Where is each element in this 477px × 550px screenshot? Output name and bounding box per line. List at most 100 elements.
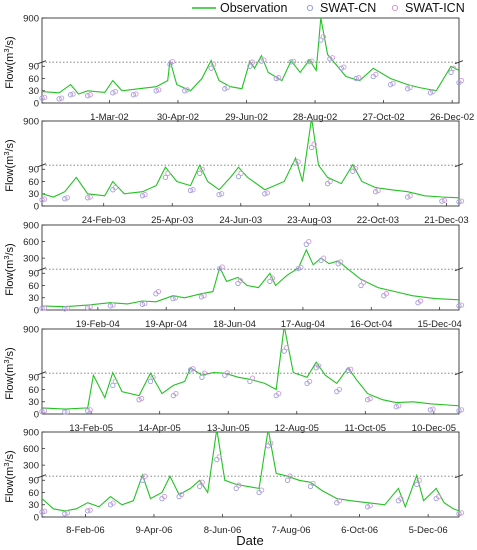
y-tick-label: 60 [28, 281, 39, 292]
y-tick-label: 600 [23, 444, 39, 455]
series-swat-cn-marker [197, 170, 203, 177]
series-swat-icn-marker [64, 510, 70, 516]
series-swat-icn-marker [41, 408, 48, 414]
series-swat-cn-marker [216, 191, 222, 198]
series-swat-cn-marker [187, 367, 194, 373]
series-swat-cn-marker [439, 198, 445, 204]
series-swat-icn-marker [64, 408, 70, 415]
series-swat-icn-marker [287, 473, 293, 479]
series-swat-cn-marker [306, 58, 312, 65]
x-tick-label: 10-Dec-05 [412, 423, 456, 434]
series-swat-cn-marker [39, 197, 45, 203]
series-swat-cn-marker [222, 86, 228, 92]
series-swat-icn-marker [320, 34, 326, 40]
series-swat-cn-marker [136, 397, 142, 403]
y-tick-label: 900 [23, 116, 39, 127]
axis-break-mark [454, 163, 464, 168]
series-swat-icn-marker [110, 302, 116, 308]
x-tick-label: 29-Jun-02 [225, 112, 268, 123]
x-axis-title: Date [236, 533, 263, 548]
axis-break-mark [454, 474, 464, 479]
series-swat-cn-marker [267, 278, 273, 285]
series-swat-icn-marker [237, 277, 244, 284]
series-swat-icn-marker [367, 502, 373, 509]
y-axis-label: Flow(m3/s) [2, 450, 16, 502]
x-tick-label: 28-Aug-02 [293, 112, 337, 123]
series-swat-icn-marker [269, 275, 276, 281]
y-tick-label: 30 [28, 86, 39, 97]
panel-frame [41, 224, 460, 311]
y-tick-label: 60 [28, 177, 39, 188]
series-swat-icn-marker [264, 190, 270, 196]
series-swat-icn-marker [261, 57, 267, 63]
series-swat-icn-marker [70, 91, 76, 97]
series-swat-icn-marker [441, 197, 448, 203]
series-swat-cn-marker [62, 511, 68, 517]
series-swat-cn-marker [235, 173, 242, 180]
series-swat-icn-marker [199, 479, 205, 485]
series-swat-icn-marker [249, 59, 256, 65]
x-tick-label: 12-Aug-05 [275, 423, 319, 434]
series-swat-icn-marker [329, 55, 336, 61]
series-swat-cn-marker [39, 408, 45, 415]
series-swat-icn-marker [155, 288, 162, 295]
series-swat-icn-marker [327, 178, 333, 185]
y-tick-label: 900 [23, 324, 39, 335]
series-swat-icn-marker [41, 305, 48, 311]
series-swat-cn-marker [303, 241, 309, 247]
series-swat-cn-marker [456, 303, 462, 309]
series-swat-cn-marker [39, 95, 45, 101]
series-swat-cn-marker [350, 168, 356, 174]
x-tick-label: 5-Dec-06 [409, 525, 448, 536]
series-swat-icn-marker [87, 92, 93, 98]
series-swat-cn-marker [110, 382, 116, 389]
series-swat-icn-marker [320, 255, 327, 261]
series-swat-cn-marker [414, 481, 420, 488]
y-tick-label: 0 [34, 98, 39, 109]
legend-swat-cn-marker [306, 4, 314, 12]
series-swat-cn-marker [56, 96, 62, 102]
series-observation-line [42, 121, 459, 199]
x-tick-label: 19-Feb-04 [76, 319, 120, 330]
series-swat-icn-marker [348, 366, 354, 372]
series-swat-cn-marker [281, 348, 287, 354]
series-swat-cn-marker [199, 374, 205, 380]
x-tick-label: 15-Dec-04 [417, 319, 461, 330]
series-swat-icn-marker [112, 378, 118, 385]
y-tick-label: 0 [34, 512, 39, 523]
series-swat-cn-marker [288, 59, 294, 65]
series-observation-line [42, 329, 459, 410]
x-tick-label: 7-Aug-06 [272, 525, 311, 536]
series-swat-icn-marker [458, 510, 465, 516]
series-swat-cn-marker [327, 56, 333, 62]
series-swat-cn-marker [62, 306, 68, 312]
legend: Observation SWAT-CN SWAT-ICN [192, 1, 465, 15]
x-tick-label: 6-Oct-06 [341, 525, 378, 536]
axis-break-mark [454, 371, 464, 376]
series-swat-icn-marker [430, 406, 436, 412]
series-swat-icn-marker [87, 407, 93, 413]
series-observation-line [42, 18, 459, 95]
series-swat-cn-marker [214, 456, 220, 463]
y-tick-label: 300 [23, 460, 39, 471]
y-tick-label: 30 [28, 500, 39, 511]
x-tick-label: 21-Dec-03 [424, 215, 468, 226]
y-axis-label: Flow(m3/s) [2, 36, 16, 88]
y-tick-label: 600 [23, 237, 39, 248]
series-swat-icn-marker [133, 91, 139, 97]
series-swat-icn-marker [430, 88, 436, 95]
y-axis-label: Flow(m3/s) [2, 243, 16, 295]
series-swat-cn-marker [247, 378, 253, 385]
series-swat-cn-marker [170, 295, 176, 302]
series-swat-icn-marker [356, 75, 362, 81]
series-swat-icn-marker [338, 259, 344, 265]
series-swat-cn-marker [139, 193, 146, 199]
axis-break-mark [37, 60, 47, 65]
x-tick-label: 22-Oct-03 [357, 215, 399, 226]
series-swat-cn-marker [456, 511, 462, 517]
y-tick-label: 90 [28, 269, 39, 280]
series-swat-cn-marker [187, 187, 194, 194]
series-swat-icn-marker [407, 84, 413, 91]
